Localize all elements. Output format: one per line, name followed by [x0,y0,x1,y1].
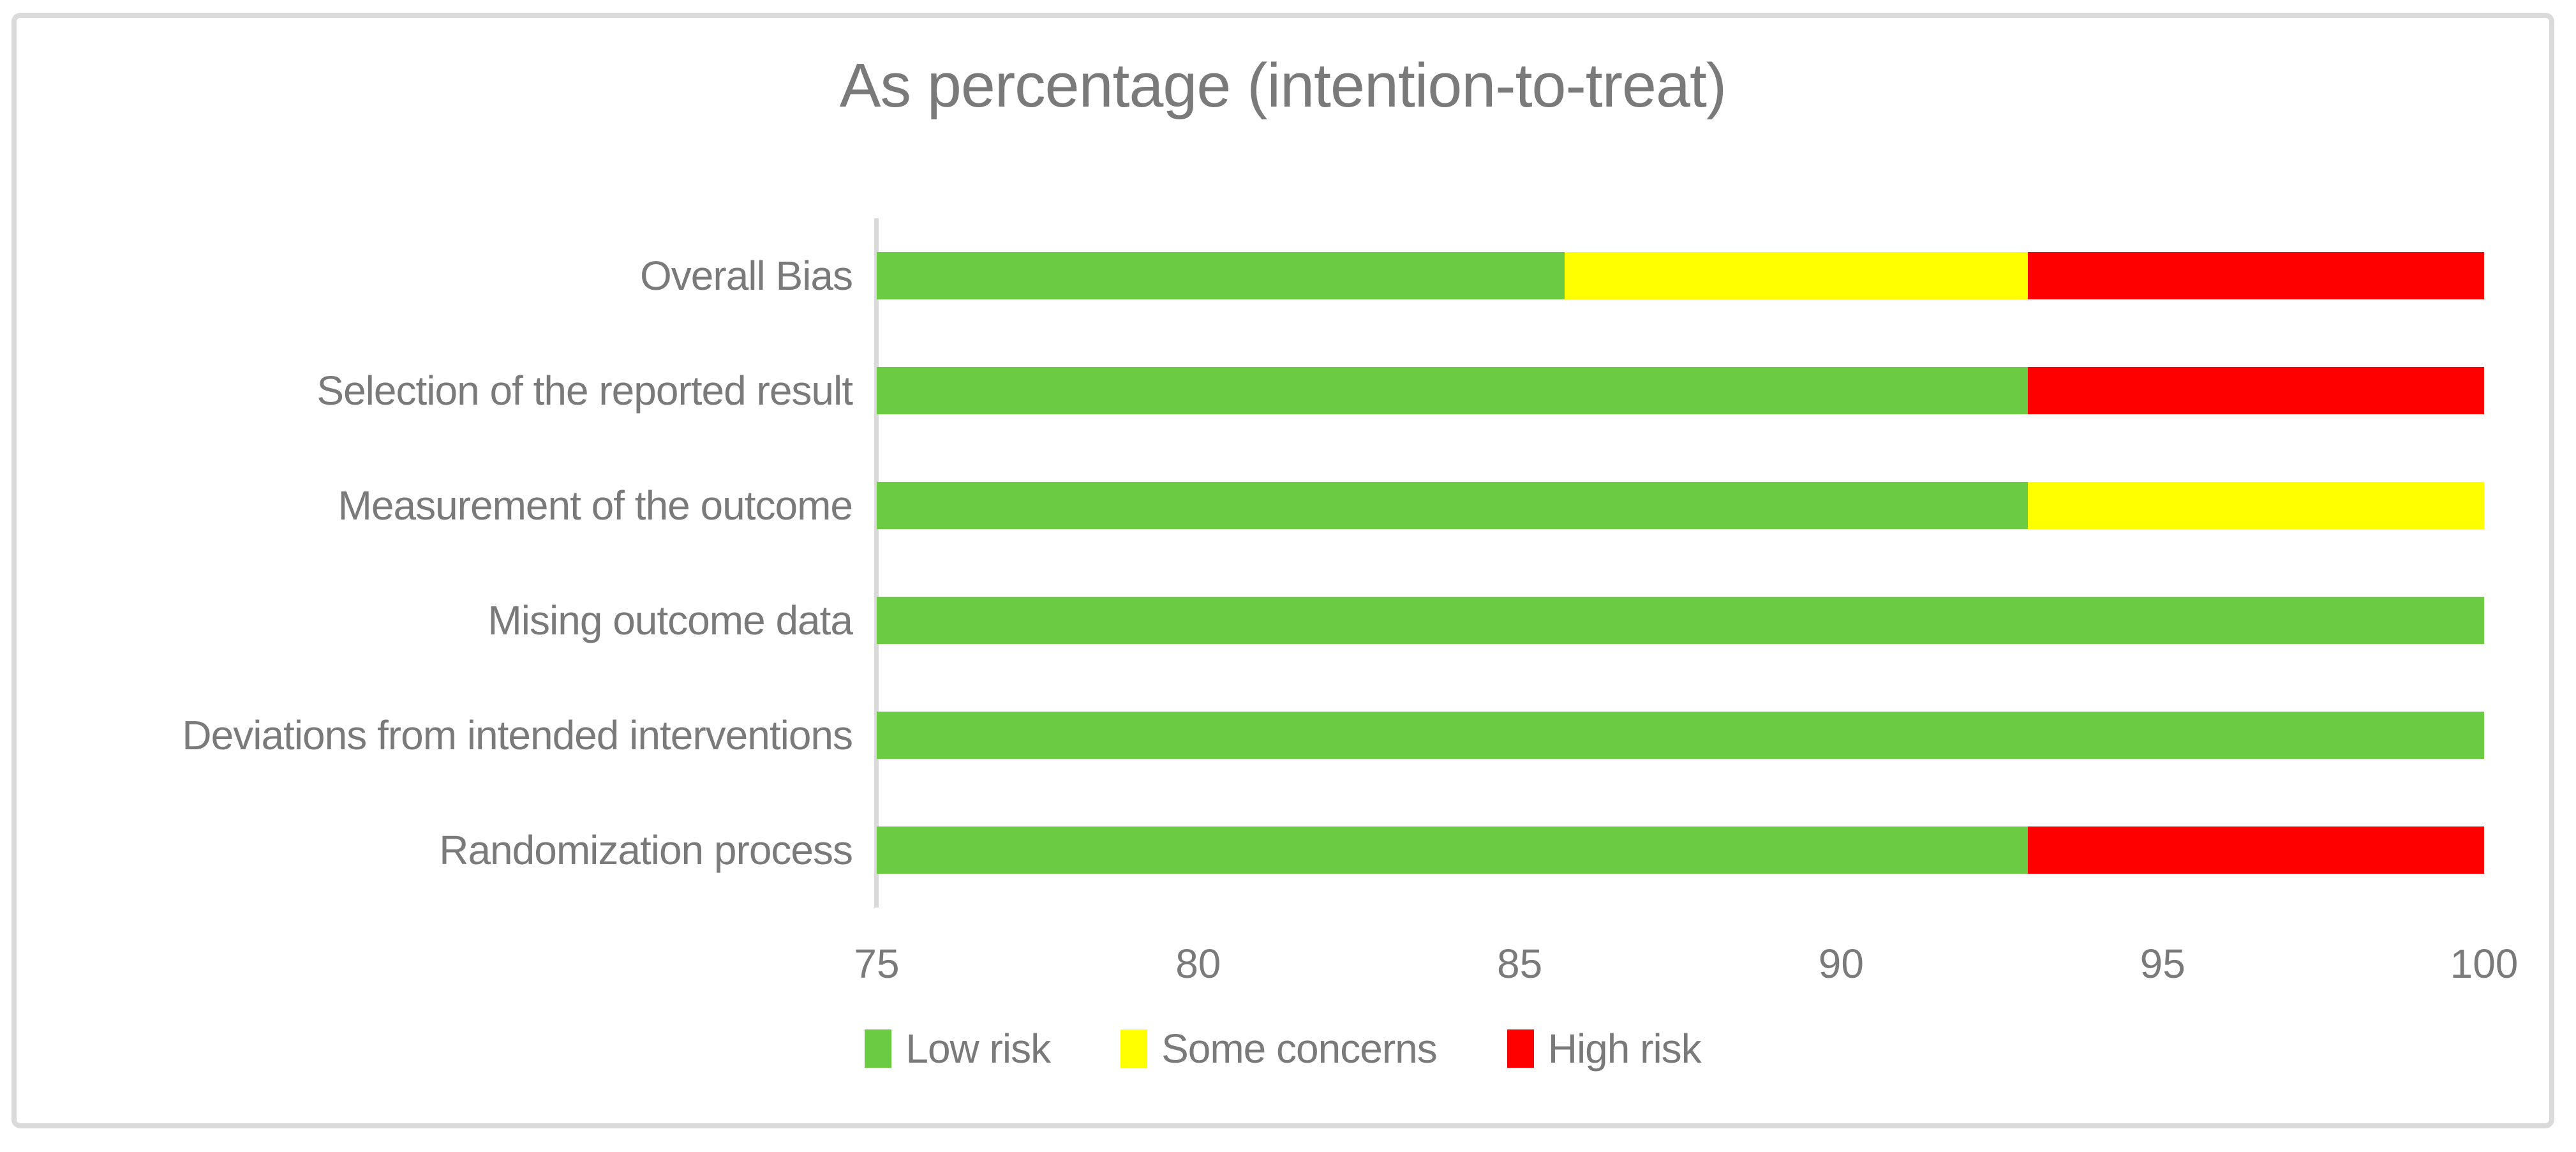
bar-segment-low-risk [877,482,2028,529]
x-tick-label: 90 [1818,941,1864,987]
x-tick-label: 80 [1175,941,1221,987]
bar-segment-high-risk [2027,827,2484,874]
x-axis-ticks: 75 80 85 90 95 100 [854,932,2518,996]
legend-marker-icon [1507,1029,1534,1068]
legend-label: Low risk [905,1026,1051,1072]
bar-segment-high-risk [2027,252,2484,299]
bar-row [877,563,2484,678]
stacked-bar [877,712,2484,759]
chart-title: As percentage (intention-to-treat) [839,50,1727,120]
plot-area [874,218,2484,908]
stacked-bar [877,252,2484,299]
legend-label: Some concerns [1161,1026,1438,1072]
bar-segment-low-risk [877,252,1565,299]
legend-item-low-risk: Low risk [865,1025,1051,1072]
x-tick-label: 75 [854,941,900,987]
category-label: Measurement of the outcome [338,482,853,528]
category-label: Mising outcome data [488,597,853,643]
legend-item-high-risk: High risk [1507,1025,1702,1072]
x-tick-label: 100 [2450,941,2519,987]
legend-item-some-concerns: Some concerns [1120,1025,1438,1072]
category-label: Deviations from intended interventions [182,712,853,758]
x-tick-label: 85 [1497,941,1543,987]
bar-segment-low-risk [877,597,2484,644]
category-label: Overall Bias [640,253,853,299]
category-labels: Overall Bias Selection of the reported re… [42,218,853,908]
category-label: Selection of the reported result [316,368,853,414]
stacked-bar [877,597,2484,644]
legend-marker-icon [865,1029,892,1068]
bar-segment-low-risk [877,827,2028,874]
bar-rows [877,218,2484,908]
y-axis-line [874,218,879,908]
legend-marker-icon [1120,1029,1148,1068]
bar-row [877,793,2484,908]
x-tick-label: 95 [2140,941,2185,987]
legend: Low risk Some concerns High risk [17,1025,2549,1072]
stacked-bar [877,482,2484,529]
bar-row [877,678,2484,793]
stacked-bar [877,827,2484,874]
bar-segment-some-concerns [2027,482,2484,529]
bar-row [877,333,2484,448]
category-label: Randomization process [439,827,853,873]
bar-segment-low-risk [877,367,2028,414]
chart-frame: As percentage (intention-to-treat) Overa… [11,13,2554,1128]
stacked-bar [877,367,2484,414]
legend-label: High risk [1547,1026,1702,1072]
bar-segment-high-risk [2027,367,2484,414]
bar-segment-some-concerns [1565,252,2028,299]
bar-segment-low-risk [877,712,2484,759]
bar-row [877,218,2484,333]
bar-row [877,448,2484,563]
